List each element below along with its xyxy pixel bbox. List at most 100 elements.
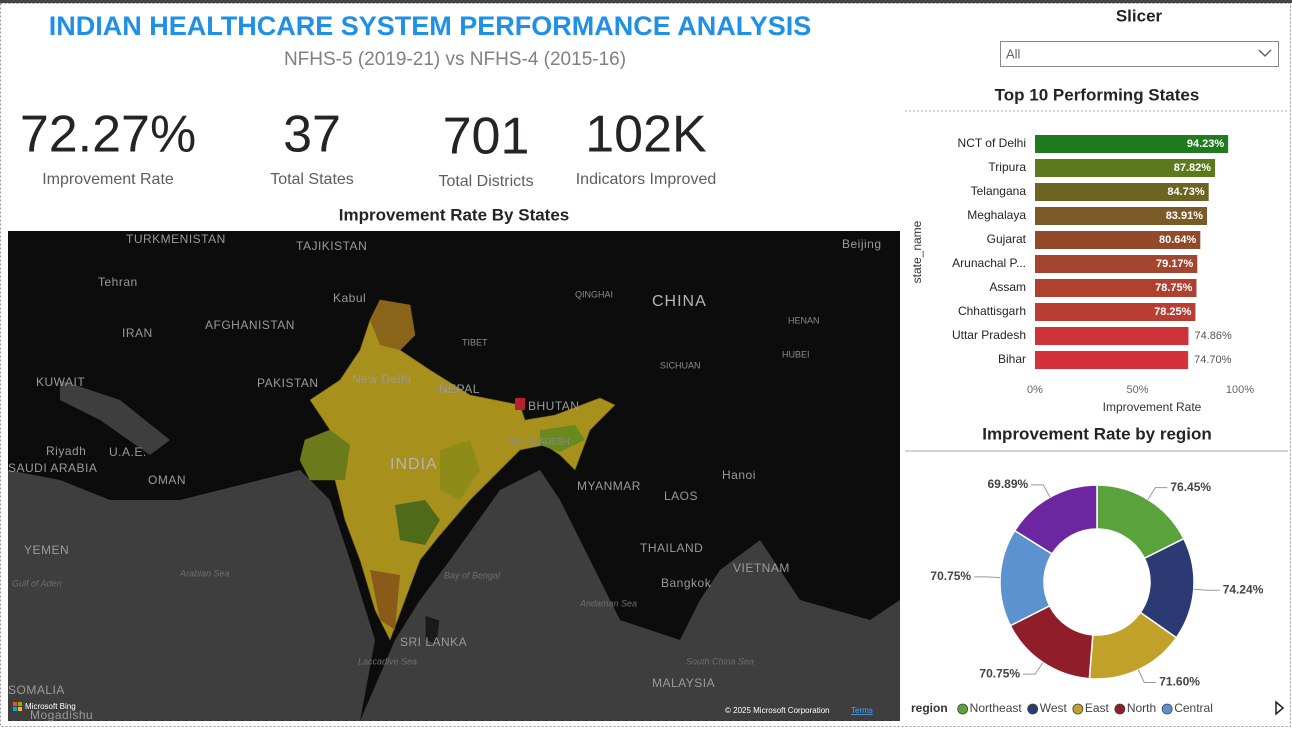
dropdown-box[interactable] — [1000, 41, 1279, 67]
donut-slice — [1013, 484, 1098, 555]
page-subtitle: NFHS-5 (2019-21) vs NFHS-4 (2015-16) — [284, 49, 626, 70]
map-label: Kabul — [333, 291, 366, 305]
y-tick-label: Assam — [989, 280, 1026, 294]
bing-logo — [13, 702, 17, 706]
legend-next-arrow[interactable] — [1275, 700, 1285, 716]
leader-line — [974, 576, 1001, 579]
map-label: PAKISTAN — [257, 376, 319, 390]
map-label: Riyadh — [46, 444, 86, 458]
leader-line — [1193, 588, 1220, 591]
leader-line — [1137, 669, 1157, 683]
state-region[interactable] — [370, 300, 415, 350]
bing-logo — [13, 707, 17, 711]
map-attribution: Microsoft Bing — [25, 702, 76, 711]
legend-title: region — [911, 701, 948, 715]
data-label: 74.24% — [1223, 582, 1264, 596]
slicer-dropdown[interactable]: All — [1000, 41, 1279, 67]
bing-logo — [18, 707, 22, 711]
y-tick-label: Bihar — [998, 352, 1026, 366]
data-label: 74.86% — [1194, 330, 1232, 342]
y-tick-label: Arunachal P... — [952, 256, 1026, 270]
legend-label: Northeast — [970, 701, 1023, 715]
map-label: Arabian Sea — [179, 568, 230, 578]
map-label: INDIA — [390, 456, 438, 473]
map-copyright: © 2025 Microsoft Corporation — [725, 706, 830, 715]
x-tick-label: 50% — [1126, 384, 1148, 396]
kpi-value: 72.27% — [20, 106, 196, 164]
kpi-value: 37 — [283, 106, 341, 164]
map-label: VIETNAM — [733, 561, 790, 575]
map-label: TAJIKISTAN — [296, 239, 367, 253]
bar — [1035, 255, 1198, 273]
state-region[interactable] — [540, 425, 585, 452]
legend-label: Central — [1174, 701, 1213, 715]
data-label: 70.75% — [979, 666, 1020, 680]
map-label: MYANMAR — [577, 479, 641, 493]
sea — [60, 380, 170, 455]
data-label: 76.45% — [1170, 480, 1211, 494]
map-label: HENAN — [788, 315, 820, 325]
map-label: Beijing — [842, 237, 882, 251]
map-label: CHINA — [652, 293, 707, 310]
map-label: BANGLADESH — [508, 436, 570, 446]
map-label: SOMALIA — [8, 683, 65, 697]
map-label: BHUTAN — [528, 399, 579, 413]
x-tick-label: 0% — [1027, 384, 1043, 396]
map-label: Hanoi — [722, 468, 756, 482]
chart-title: Top 10 Performing States — [995, 85, 1200, 104]
map-label: TURKMENISTAN — [126, 232, 226, 246]
y-tick-label: Uttar Pradesh — [952, 328, 1026, 342]
state-region[interactable] — [440, 440, 480, 500]
bar — [1035, 351, 1189, 369]
data-label: 69.89% — [987, 477, 1028, 491]
legend-marker — [1072, 703, 1084, 715]
chart-title: Improvement Rate by region — [982, 424, 1212, 443]
island — [424, 614, 441, 646]
y-tick-label: Gujarat — [987, 232, 1027, 246]
map-terms[interactable]: Terms — [851, 706, 873, 715]
kpi-value: 102K — [585, 106, 707, 164]
kpi-label: Total States — [270, 171, 354, 188]
bar — [1035, 207, 1208, 225]
x-tick-label: 100% — [1226, 384, 1254, 396]
map-label: SAUDI ARABIA — [8, 461, 97, 475]
data-label: 71.60% — [1159, 675, 1200, 689]
kpi-value: 701 — [443, 108, 530, 166]
state-region[interactable] — [370, 570, 400, 630]
kpi-label: Improvement Rate — [42, 171, 174, 188]
map-label: New Delhi — [352, 372, 411, 386]
data-label: 79.17% — [1156, 258, 1194, 270]
map-label: Bay of Bengal — [444, 570, 501, 580]
y-tick-label: Meghalaya — [967, 208, 1026, 222]
data-label: 74.70% — [1194, 354, 1232, 366]
state-region[interactable] — [515, 398, 525, 410]
data-label: 70.75% — [930, 569, 971, 583]
bar — [1035, 135, 1229, 153]
map-label: Laccadive Sea — [358, 656, 417, 666]
state-region[interactable] — [395, 500, 440, 545]
leader-line — [1023, 662, 1044, 675]
legend-marker — [1161, 703, 1173, 715]
bar — [1035, 183, 1209, 201]
map-label: AFGHANISTAN — [205, 318, 295, 332]
map-label: U.A.E. — [109, 445, 147, 459]
map-label: TIBET — [462, 337, 488, 347]
map-label: HUBEI — [782, 349, 810, 359]
bing-logo — [18, 702, 22, 706]
y-axis-title: state_name — [910, 220, 924, 283]
data-label: 78.25% — [1154, 306, 1192, 318]
kpi-label: Total Districts — [438, 173, 533, 190]
map-label: OMAN — [148, 473, 186, 487]
map[interactable]: TURKMENISTAN TAJIKISTAN Beijing Tehran K… — [8, 231, 900, 722]
state-region[interactable] — [300, 430, 350, 480]
data-label: 80.64% — [1159, 234, 1197, 246]
dropdown-value: All — [1006, 46, 1021, 61]
map-label: KUWAIT — [36, 375, 85, 389]
leader-line — [1031, 484, 1051, 498]
legend-label: West — [1040, 701, 1068, 715]
legend-marker — [1114, 703, 1126, 715]
kpi-label: Indicators Improved — [576, 171, 717, 188]
page-title: INDIAN HEALTHCARE SYSTEM PERFORMANCE ANA… — [49, 11, 812, 41]
map-label: THAILAND — [640, 541, 703, 555]
